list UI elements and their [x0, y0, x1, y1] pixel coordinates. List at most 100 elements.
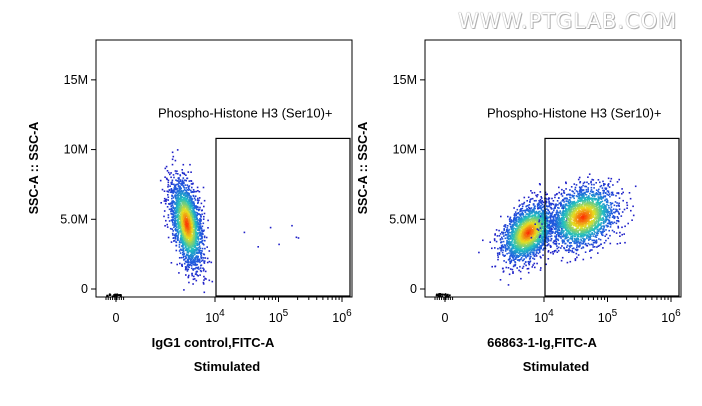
event-dot [198, 245, 201, 247]
event-dot [545, 215, 548, 218]
event-dot [545, 231, 548, 233]
event-dot [516, 213, 518, 215]
event-dot [526, 200, 528, 202]
event-dot [163, 197, 166, 200]
event-dot [172, 230, 174, 232]
event-dot [555, 242, 558, 245]
event-dot [194, 273, 197, 275]
event-dot [181, 179, 184, 182]
event-dot [180, 230, 183, 232]
event-dot [514, 261, 516, 263]
event-dot [176, 170, 178, 172]
event-dot [536, 262, 538, 265]
event-dot [576, 256, 578, 259]
event-dot [542, 249, 544, 251]
event-dot [178, 244, 181, 246]
event-dot [180, 235, 182, 237]
event-dot [523, 224, 525, 226]
event-dot [181, 182, 183, 184]
y-tick-label: 5.0M [60, 212, 88, 226]
event-dot [191, 257, 194, 260]
event-dot [177, 173, 179, 175]
event-dot [525, 217, 528, 219]
event-dot [194, 223, 197, 225]
event-dot [184, 229, 186, 232]
event-dot [177, 205, 179, 207]
event-dot [534, 240, 537, 243]
event-dot [508, 244, 511, 247]
event-dot [182, 247, 184, 249]
event-dot [173, 240, 175, 242]
event-dot [504, 237, 507, 240]
event-dot [529, 260, 532, 262]
event-dot [175, 209, 178, 211]
event-dot [187, 225, 190, 228]
event-dot [175, 214, 177, 217]
event-dot [500, 248, 503, 250]
event-dot [519, 246, 522, 249]
event-dot [187, 247, 189, 250]
event-dot [175, 196, 177, 199]
event-dot [192, 242, 195, 245]
event-dot [203, 275, 205, 278]
event-dot [181, 207, 184, 210]
event-dot [192, 226, 194, 229]
event-dot [184, 239, 187, 242]
event-dot [197, 261, 199, 263]
event-dot [613, 211, 616, 214]
event-dot [178, 184, 180, 187]
event-dot [183, 173, 186, 176]
event-dot [191, 221, 194, 223]
event-dot [197, 266, 200, 268]
event-dot [190, 246, 193, 249]
event-dot [548, 232, 550, 235]
event-dot [196, 212, 199, 215]
event-dot [527, 250, 529, 252]
event-dot [203, 253, 206, 256]
event-dot [193, 248, 195, 251]
event-dot [503, 228, 505, 230]
event-dot [532, 253, 535, 256]
event-dot [526, 224, 528, 226]
event-dot [173, 211, 176, 214]
event-dot [175, 249, 178, 252]
event-dot [519, 231, 522, 234]
event-dot [508, 223, 511, 225]
event-dot [528, 204, 531, 206]
event-dot [190, 197, 192, 200]
event-dot [525, 222, 528, 224]
event-dot [175, 234, 178, 237]
event-dot [535, 240, 538, 243]
event-dot [513, 241, 515, 243]
event-dot [191, 215, 194, 217]
event-dot [182, 256, 185, 259]
event-dot [182, 243, 184, 245]
event-dot [530, 251, 532, 253]
event-dot [548, 221, 551, 223]
event-dot [199, 217, 201, 220]
event-dot [528, 211, 531, 214]
event-dot [195, 260, 198, 263]
event-dot [509, 257, 511, 260]
event-dot [518, 241, 521, 243]
event-dot [515, 217, 517, 219]
event-dot [489, 241, 491, 243]
event-dot [517, 237, 520, 239]
event-dot [186, 191, 188, 194]
event-dot [509, 241, 512, 244]
event-dot [189, 228, 191, 231]
event-dot [508, 231, 511, 234]
event-dot [178, 188, 181, 191]
event-dot [189, 259, 192, 262]
event-dot [571, 251, 573, 253]
event-dot [513, 247, 515, 250]
event-dot [508, 234, 510, 237]
event-dot [519, 226, 521, 229]
event-dot [175, 192, 177, 194]
event-dot [550, 238, 553, 240]
event-dot [499, 233, 502, 235]
event-dot [562, 199, 564, 201]
event-dot [557, 238, 559, 241]
event-dot [511, 239, 514, 242]
